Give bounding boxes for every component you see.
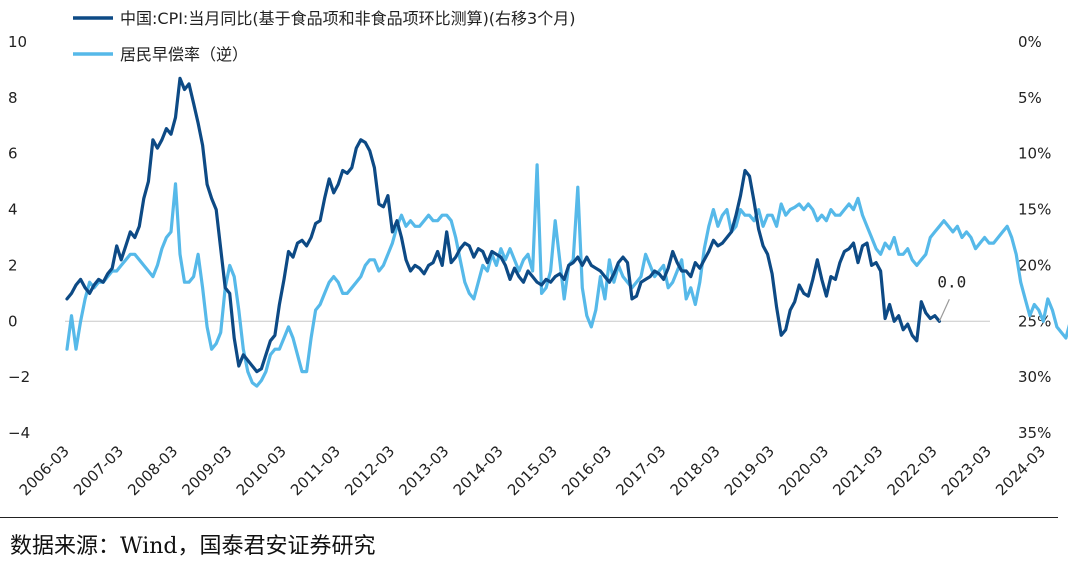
x-axis-tick-label: 2006-03 (16, 442, 73, 499)
source-divider (0, 517, 1058, 518)
right-axis-tick-label: 20% (1018, 256, 1051, 274)
right-axis-tick-label: 5% (1018, 89, 1042, 107)
left-axis-tick-label: 2 (8, 256, 18, 274)
right-axis-tick-label: 35% (1018, 424, 1051, 442)
left-axis-tick-label: 8 (8, 89, 18, 107)
left-axis-tick-label: −2 (8, 368, 30, 386)
series-lines (65, 76, 1068, 388)
left-axis-tick-labels: 10 8 6 4 2 0 −2 −4 (8, 33, 30, 442)
annotation-leader-line (938, 299, 950, 322)
right-axis-tick-label: 0% (1018, 33, 1042, 51)
x-axis-tick-label: 2020-03 (775, 442, 832, 499)
x-axis-tick-label: 2008-03 (124, 442, 181, 499)
annotation-group: 0.0 (937, 272, 966, 322)
series-line-deposit-prepayment (65, 163, 1068, 388)
right-axis-tick-label: 25% (1018, 312, 1051, 330)
left-axis-tick-label: 0 (8, 312, 18, 330)
x-axis-tick-label: 2022-03 (884, 442, 941, 499)
legend: 中国:CPI:当月同比(基于食品项和非食品项环比测算)(右移3个月) 居民早偿率（… (73, 9, 575, 64)
annotation-label: 0.0 (937, 272, 966, 291)
x-axis-tick-labels: 2006-032007-032008-032009-032010-032011-… (16, 442, 1049, 499)
x-axis-tick-label: 2012-03 (341, 442, 398, 499)
series-line-cpi (65, 76, 942, 374)
x-axis-tick-label: 2017-03 (612, 442, 669, 499)
source-note: 数据来源：Wind，国泰君安证券研究 (10, 534, 376, 559)
left-axis-tick-label: 6 (8, 145, 18, 163)
x-axis-tick-label: 2013-03 (395, 442, 452, 499)
right-axis-tick-labels: 0% 5% 10% 15% 20% 25% 30% 35% (1018, 33, 1051, 442)
left-axis-tick-label: 4 (8, 201, 18, 219)
x-axis-tick-label: 2010-03 (233, 442, 290, 499)
x-axis-tick-label: 2009-03 (178, 442, 235, 499)
right-axis-tick-label: 15% (1018, 201, 1051, 219)
x-axis-tick-label: 2018-03 (667, 442, 724, 499)
legend-label-cpi: 中国:CPI:当月同比(基于食品项和非食品项环比测算)(右移3个月) (120, 9, 575, 28)
x-axis-tick-label: 2007-03 (70, 442, 127, 499)
x-axis-tick-label: 2021-03 (829, 442, 886, 499)
x-axis-tick-label: 2019-03 (721, 442, 778, 499)
left-axis-tick-label: −4 (8, 424, 30, 442)
right-axis-tick-label: 10% (1018, 145, 1051, 163)
x-axis-tick-label: 2015-03 (504, 442, 561, 499)
x-axis-tick-label: 2011-03 (287, 442, 344, 499)
legend-label-deposit: 居民早偿率（逆） (120, 45, 248, 64)
right-axis-tick-label: 30% (1018, 368, 1051, 386)
x-axis-tick-label: 2024-03 (992, 442, 1049, 499)
left-axis-tick-label: 10 (8, 33, 27, 51)
x-axis-tick-label: 2014-03 (450, 442, 507, 499)
x-axis-tick-label: 2023-03 (938, 442, 995, 499)
x-axis-tick-label: 2016-03 (558, 442, 615, 499)
